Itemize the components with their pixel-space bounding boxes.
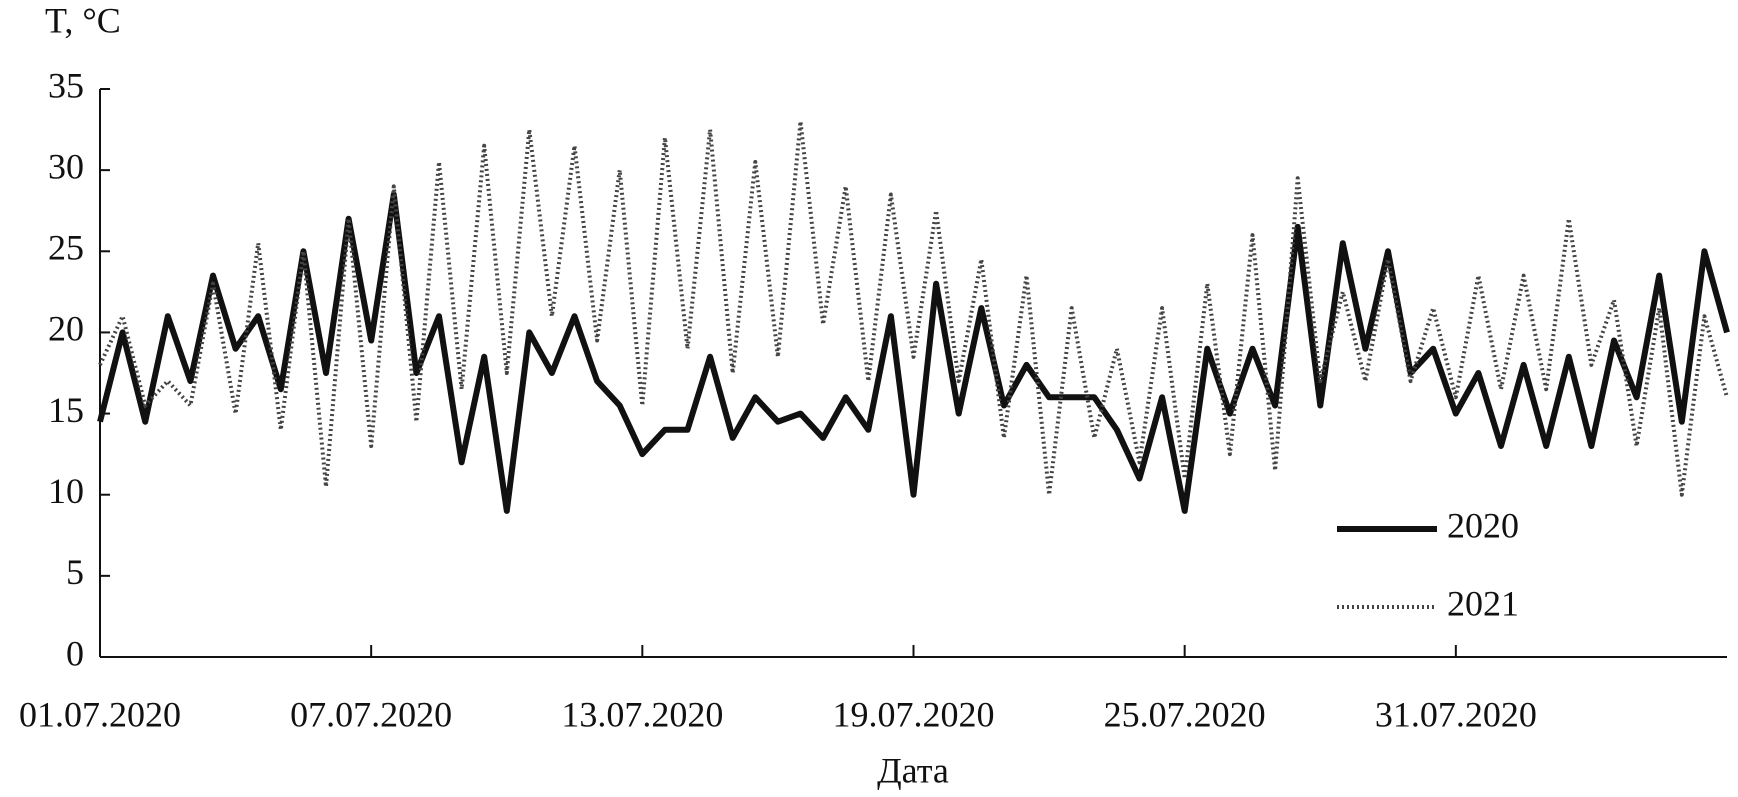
x-tick-label: 19.07.2020: [833, 694, 995, 734]
y-tick-label: 30: [48, 146, 84, 186]
x-tick-label: 07.07.2020: [290, 694, 452, 734]
y-tick-label: 35: [48, 65, 84, 105]
x-tick-label: 01.07.2020: [19, 694, 181, 734]
y-tick-label: 5: [66, 552, 84, 592]
x-tick-label: 13.07.2020: [561, 694, 723, 734]
series-line: [97, 191, 1730, 514]
x-axis-label: Дата: [877, 750, 949, 790]
series-line: [98, 119, 1729, 497]
x-tick-label: 25.07.2020: [1104, 694, 1266, 734]
y-tick-label: 10: [48, 471, 84, 511]
y-tick-label: 15: [48, 390, 84, 430]
y-tick-label: 20: [48, 309, 84, 349]
legend-label: 2020: [1447, 505, 1519, 545]
y-tick-label: 0: [66, 633, 84, 673]
y-axis-label: T, °C: [45, 0, 121, 40]
legend-label: 2021: [1447, 583, 1519, 623]
x-tick-label: 31.07.2020: [1375, 694, 1537, 734]
y-tick-label: 25: [48, 228, 84, 268]
